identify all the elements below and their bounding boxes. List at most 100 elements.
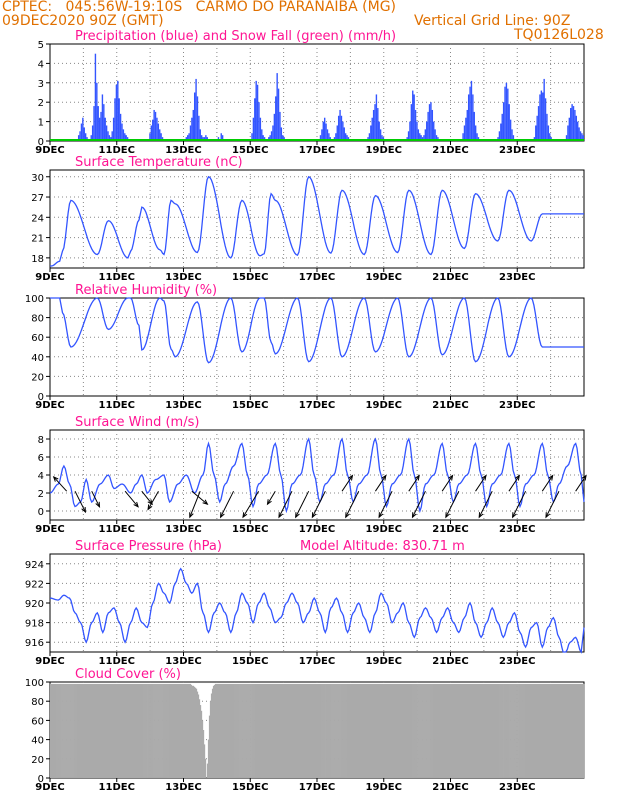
precip-bar: [191, 117, 193, 141]
wind-arrow-head: [512, 512, 517, 519]
precip-bar: [325, 123, 327, 141]
precip-bar: [547, 125, 550, 141]
wind-arrow-head: [52, 475, 59, 482]
cloud-bar: [323, 683, 325, 778]
cloud-bar: [151, 683, 153, 778]
series-line: [50, 297, 584, 364]
cloud-bar: [449, 683, 451, 778]
cloud-bar: [287, 683, 289, 778]
precip-bar: [378, 121, 380, 141]
precip-bar: [544, 98, 547, 141]
precip-bar: [189, 125, 192, 141]
cloud-bar: [442, 683, 444, 778]
precip-bar: [276, 73, 278, 141]
cloud-bar: [213, 684, 216, 778]
y-tick-label: 100: [25, 678, 44, 689]
cloud-bar: [347, 683, 349, 778]
cloud-bar: [342, 683, 344, 778]
precip-bar: [152, 119, 154, 141]
cloud-bar: [60, 683, 62, 778]
y-tick-label: 922: [25, 579, 44, 590]
cloud-bar: [353, 683, 356, 778]
precip-bar: [80, 123, 83, 141]
cloud-bar: [298, 683, 300, 778]
cloud-bar: [438, 683, 440, 778]
cloud-bar: [443, 683, 445, 778]
cloud-bar: [194, 687, 197, 778]
precip-bar: [467, 94, 470, 141]
cloud-bar: [92, 683, 94, 778]
cloud-bar: [310, 683, 312, 778]
precip-bar: [577, 121, 579, 141]
cloud-bar: [122, 683, 124, 778]
cloud-bar: [563, 683, 566, 778]
cloud-bar: [121, 683, 123, 778]
precip-bar: [423, 135, 425, 141]
precip-bar: [505, 82, 508, 141]
cloud-bar: [507, 683, 509, 778]
cloud-bar: [107, 683, 109, 778]
cloud-bar: [430, 683, 432, 778]
cloud-bar: [392, 683, 395, 778]
cloud-bar: [468, 683, 470, 778]
cloud-bar: [480, 683, 482, 778]
wind-arrow-head: [278, 512, 284, 519]
cloud-bar: [535, 683, 538, 778]
x-tick-label: 13DEC: [165, 782, 201, 793]
cloud-bar: [97, 683, 99, 778]
y-tick-label: 21: [31, 234, 44, 245]
cloud-bar: [436, 683, 438, 778]
cloud-bar: [413, 683, 415, 778]
cloud-bar: [503, 683, 505, 778]
cloud-bar: [536, 683, 539, 778]
cloud-bar: [120, 683, 122, 778]
wind-arrow: [74, 490, 86, 513]
panel-title: Precipitation (blue) and Snow Fall (gree…: [75, 29, 396, 44]
cloud-bar: [52, 683, 54, 778]
x-tick-label: 21DEC: [432, 272, 468, 283]
cloud-bar: [156, 683, 158, 778]
precip-bar: [256, 84, 259, 141]
x-tick-label: 19DEC: [366, 782, 402, 793]
wind-arrow-head: [445, 512, 450, 519]
precip-bar: [269, 135, 271, 141]
precip-bar: [375, 94, 378, 141]
cloud-bar: [185, 683, 188, 778]
x-tick-label: 13DEC: [165, 656, 201, 667]
cloud-bar: [269, 683, 271, 778]
cloud-bar: [346, 683, 348, 778]
run-date: 09DEC2020 90Z (GMT): [2, 13, 164, 29]
precip-bar: [379, 129, 382, 141]
cloud-bar: [482, 683, 484, 778]
precip-bar: [258, 102, 260, 141]
cloud-bar: [400, 683, 403, 778]
precip-bar: [462, 133, 464, 141]
y-tick-label: 27: [31, 193, 44, 204]
cloud-bar: [564, 683, 567, 778]
cloud-bar: [364, 683, 367, 778]
x-tick-label: 9DEC: [35, 400, 64, 411]
cloud-bar: [512, 683, 514, 778]
cloud-bar: [388, 683, 391, 778]
precip-bar: [420, 135, 422, 141]
wind-arrow: [278, 490, 293, 518]
cloud-bar: [292, 683, 294, 778]
precip-bar: [498, 131, 501, 141]
cloud-bar: [320, 683, 322, 778]
cloud-bar: [580, 683, 583, 778]
cloud-bar: [94, 683, 96, 778]
cloud-bar: [539, 683, 542, 778]
cloud-bar: [280, 683, 282, 778]
cloud-bar: [422, 683, 424, 778]
cloud-bar: [114, 683, 116, 778]
precip-bar: [582, 135, 584, 141]
cloud-bar: [382, 683, 385, 778]
y-tick-label: 6: [38, 453, 44, 464]
cloud-bar: [241, 683, 243, 778]
precip-bar: [470, 80, 473, 141]
cloud-bar: [474, 683, 476, 778]
wind-arrow-head: [295, 512, 300, 519]
cloud-bar: [577, 683, 580, 778]
precip-bar: [434, 129, 436, 141]
cloud-bar: [165, 683, 167, 778]
